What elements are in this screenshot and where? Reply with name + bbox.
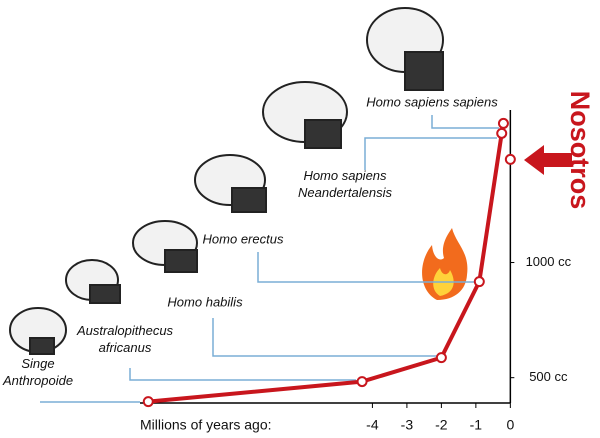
- x-tick-label: -2: [435, 417, 448, 433]
- data-point: [435, 352, 447, 364]
- x-tick-label: -1: [470, 417, 483, 433]
- data-point: [142, 396, 154, 408]
- leader-line: [257, 252, 474, 283]
- species-label: Neandertalensis: [298, 185, 392, 200]
- y-tick-label: 1000 cc: [526, 254, 572, 269]
- species-label: Homo sapiens sapiens: [366, 94, 498, 109]
- species-label: Australopithecus: [76, 323, 174, 338]
- species-label: Homo habilis: [167, 294, 243, 309]
- species-label: africanus: [99, 340, 152, 355]
- x-tick-label: -4: [366, 417, 379, 433]
- species-label: Singe: [21, 356, 54, 371]
- x-axis-label: Millions of years ago:: [140, 417, 272, 433]
- highlight-label: Nosotros: [565, 91, 595, 210]
- species-label: Anthropoide: [2, 373, 73, 388]
- species-label: Homo sapiens: [303, 168, 387, 183]
- x-tick-label: 0: [506, 417, 514, 433]
- nosotros-arrow: [524, 145, 572, 175]
- highlight-point: [504, 153, 516, 165]
- data-point: [496, 127, 508, 139]
- leader-line: [212, 318, 438, 357]
- y-tick-label: 500 cc: [529, 369, 568, 384]
- skull-illustrations: [9, 7, 444, 355]
- leader-line: [431, 115, 499, 129]
- leader-line: [364, 137, 497, 170]
- data-point: [473, 276, 485, 288]
- x-tick-label: -3: [401, 417, 414, 433]
- leader-line: [129, 368, 356, 381]
- fire-icon: [422, 228, 468, 300]
- species-label: Homo erectus: [203, 231, 284, 246]
- data-point: [497, 117, 509, 129]
- data-point: [356, 376, 368, 388]
